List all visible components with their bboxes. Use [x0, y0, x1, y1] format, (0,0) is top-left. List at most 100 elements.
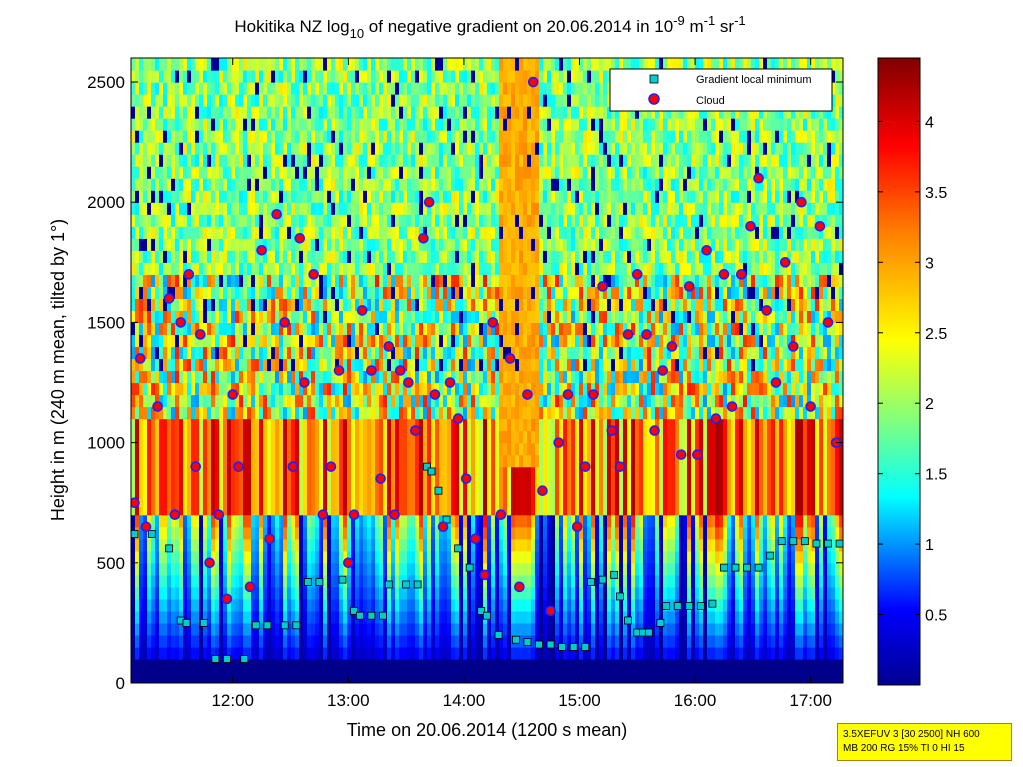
heatmap-cell	[175, 514, 180, 528]
heatmap-cell	[347, 238, 352, 251]
heatmap-cell	[471, 106, 476, 119]
heatmap-cell	[355, 430, 360, 444]
heatmap-cell	[363, 286, 368, 299]
heatmap-cell	[395, 418, 400, 432]
heatmap-cell	[251, 502, 256, 516]
heatmap-cell	[391, 286, 396, 299]
heatmap-cell	[339, 670, 344, 683]
heatmap-cell	[491, 130, 496, 143]
heatmap-cell	[427, 262, 432, 275]
heatmap-cell	[507, 574, 512, 588]
heatmap-cell	[203, 466, 208, 480]
heatmap-cell	[275, 262, 280, 275]
heatmap-cell	[231, 634, 236, 648]
heatmap-cell	[487, 478, 492, 492]
heatmap-cell	[199, 466, 204, 480]
heatmap-cell	[267, 478, 272, 492]
heatmap-cell	[435, 382, 440, 396]
heatmap-cell	[347, 610, 352, 624]
heatmap-cell	[351, 394, 356, 408]
heatmap-cell	[167, 610, 172, 624]
heatmap-cell	[287, 526, 292, 540]
heatmap-cell	[327, 490, 332, 504]
heatmap-cell	[259, 430, 264, 444]
heatmap-cell	[447, 334, 452, 348]
heatmap-cell	[199, 58, 204, 71]
heatmap-cell	[423, 154, 428, 167]
heatmap-cell	[283, 634, 288, 648]
heatmap-cell	[211, 634, 216, 648]
heatmap-cell	[231, 490, 236, 504]
heatmap-cell	[163, 250, 168, 263]
heatmap-cell	[311, 154, 316, 167]
heatmap-cell	[231, 190, 236, 203]
heatmap-cell	[215, 406, 220, 420]
heatmap-cell	[391, 358, 396, 372]
heatmap-cell	[343, 550, 348, 564]
heatmap-cell	[419, 310, 424, 324]
heatmap-cell	[143, 370, 148, 384]
heatmap-cell	[475, 346, 480, 360]
heatmap-cell	[339, 490, 344, 504]
heatmap-cell	[283, 298, 288, 311]
heatmap-cell	[315, 94, 320, 107]
heatmap-cell	[299, 418, 304, 432]
heatmap-cell	[423, 586, 428, 600]
heatmap-cell	[299, 190, 304, 203]
heatmap-cell	[271, 130, 276, 143]
heatmap-cell	[387, 586, 392, 600]
heatmap-cell	[383, 58, 388, 71]
heatmap-cell	[427, 250, 432, 263]
heatmap-cell	[335, 454, 340, 468]
heatmap-cell	[367, 202, 372, 215]
heatmap-cell	[391, 478, 396, 492]
heatmap-cell	[139, 94, 144, 107]
heatmap-cell	[427, 658, 432, 672]
heatmap-cell	[211, 94, 216, 107]
heatmap-cell	[139, 514, 144, 528]
heatmap-cell	[135, 418, 140, 432]
heatmap-cell	[303, 106, 308, 119]
heatmap-cell	[315, 190, 320, 203]
heatmap-cell	[467, 574, 472, 588]
heatmap-cell	[199, 226, 204, 239]
heatmap-cell	[251, 394, 256, 408]
heatmap-cell	[367, 478, 372, 492]
heatmap-cell	[471, 154, 476, 167]
heatmap-cell	[287, 562, 292, 576]
heatmap-cell	[215, 430, 220, 444]
heatmap-cell	[147, 586, 152, 600]
heatmap-cell	[371, 586, 376, 600]
heatmap-cell	[443, 118, 448, 131]
heatmap-cell	[507, 346, 512, 360]
heatmap-cell	[459, 598, 464, 612]
heatmap-cell	[459, 634, 464, 648]
heatmap-cell	[263, 670, 268, 683]
heatmap-cell	[379, 418, 384, 432]
heatmap-cell	[439, 154, 444, 167]
heatmap-cell	[299, 262, 304, 275]
heatmap-cell	[227, 262, 232, 275]
heatmap-cell	[195, 190, 200, 203]
heatmap-cell	[247, 226, 252, 239]
heatmap-cell	[419, 286, 424, 299]
heatmap-cell	[255, 190, 260, 203]
heatmap-cell	[511, 598, 516, 612]
heatmap-cell	[463, 370, 468, 384]
heatmap-cell	[219, 250, 224, 263]
heatmap-cell	[155, 190, 160, 203]
heatmap-cell	[171, 238, 176, 251]
heatmap-cell	[279, 322, 284, 336]
heatmap-cell	[491, 322, 496, 336]
heatmap-cell	[407, 58, 412, 71]
heatmap-cell	[207, 154, 212, 167]
heatmap-cell	[255, 634, 260, 648]
heatmap-cell	[339, 262, 344, 275]
heatmap-cell	[235, 334, 240, 348]
heatmap-cell	[195, 490, 200, 504]
heatmap-cell	[459, 622, 464, 636]
heatmap-cell	[155, 130, 160, 143]
heatmap-cell	[147, 142, 152, 155]
heatmap-cell	[179, 250, 184, 263]
heatmap-cell	[175, 658, 180, 672]
